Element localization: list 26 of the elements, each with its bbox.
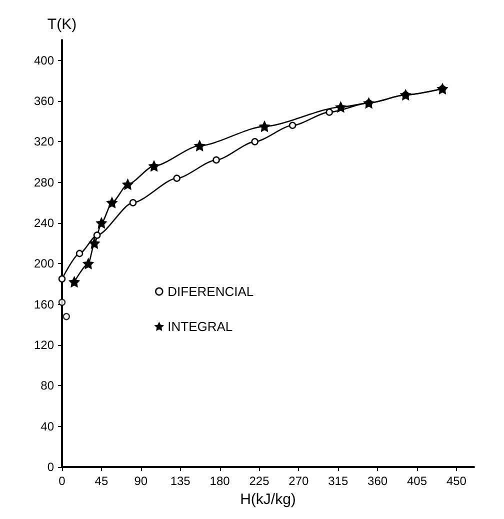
x-tick-label: 180 — [210, 474, 230, 488]
y-tick-label: 160 — [34, 297, 54, 312]
x-tick-label: 315 — [328, 474, 348, 488]
x-tick-label: 0 — [58, 474, 66, 488]
y-tick-label: 80 — [40, 378, 54, 393]
x-axis-title: H(kJ/kg) — [240, 490, 296, 508]
x-tick-label: 360 — [368, 474, 388, 488]
y-axis-title: T(K) — [47, 16, 77, 33]
legend-label: INTEGRAL — [168, 319, 233, 334]
x-tick-label: 270 — [288, 474, 310, 488]
x-tick-label: 90 — [134, 474, 148, 488]
y-tick-label: 120 — [34, 338, 54, 352]
y-tick-label: 240 — [34, 216, 54, 230]
x-tick-label: 450 — [446, 474, 467, 488]
y-tick-label: 0 — [47, 460, 54, 474]
y-tick-label: 320 — [34, 134, 54, 149]
y-tick-label: 400 — [34, 53, 54, 68]
x-tick-label: 225 — [249, 474, 270, 488]
x-tick-label: 45 — [94, 474, 108, 488]
x-tick-label: 135 — [170, 474, 191, 488]
y-tick-label: 40 — [40, 419, 54, 434]
y-tick-label: 360 — [34, 94, 54, 108]
legend-label: DIFERENCIAL — [168, 284, 254, 299]
x-tick-label: 405 — [407, 474, 428, 488]
y-tick-label: 280 — [34, 175, 54, 190]
y-tick-label: 200 — [34, 256, 54, 271]
